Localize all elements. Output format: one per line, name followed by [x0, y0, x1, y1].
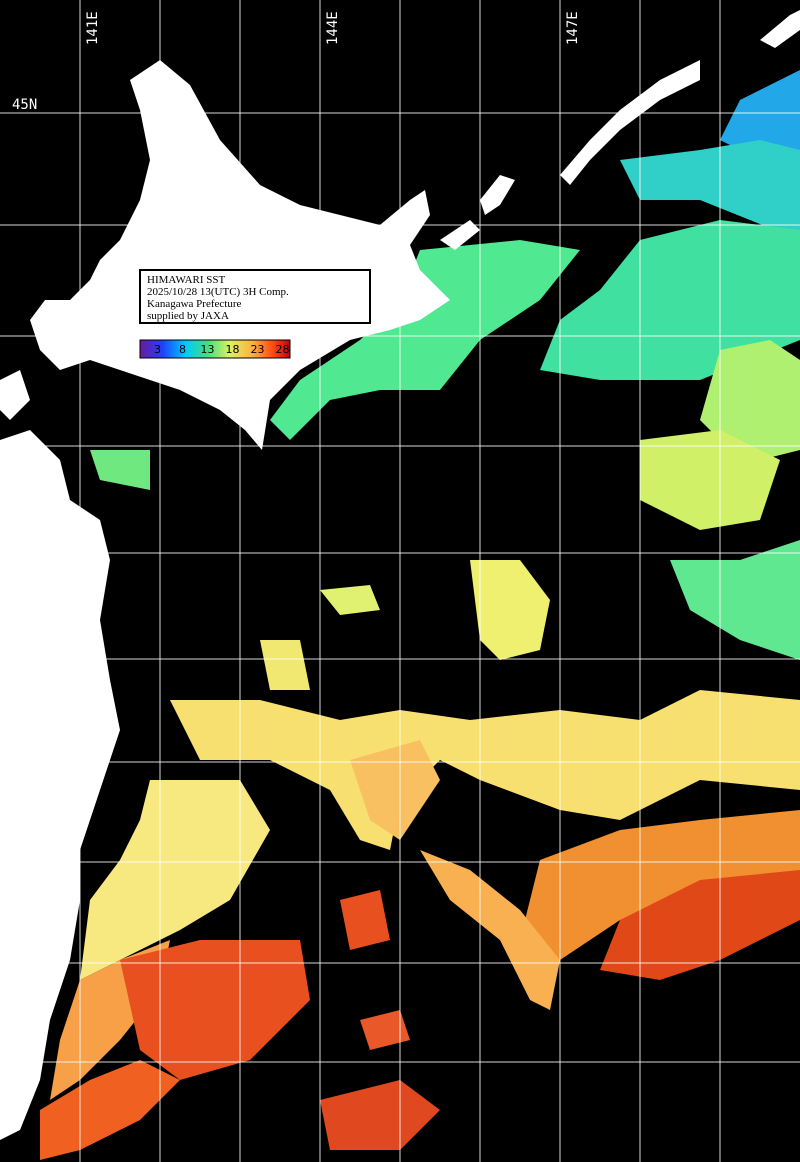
info-box: HIMAWARI SST 2025/10/28 13(UTC) 3H Comp.… — [139, 269, 371, 324]
colorbar-label: 28 — [276, 343, 290, 356]
info-line: Kanagawa Prefecture — [147, 298, 241, 310]
info-line: HIMAWARI SST — [147, 274, 226, 286]
colorbar-label: 3 — [154, 343, 161, 356]
lon-label: 144E — [325, 11, 341, 45]
sst-field — [40, 70, 800, 1160]
colorbar-label: 18 — [226, 343, 240, 356]
info-frame — [139, 269, 371, 324]
colorbar-label: 23 — [251, 343, 265, 356]
colorbar: 3 8 13 18 23 28 — [139, 339, 291, 359]
lat-label: 45N — [12, 97, 37, 113]
info-line: supplied by JAXA — [147, 310, 229, 322]
colorbar-ramp — [139, 339, 291, 359]
info-line: 2025/10/28 13(UTC) 3H Comp. — [147, 286, 289, 298]
colorbar-label: 8 — [179, 343, 186, 356]
colorbar-label: 13 — [201, 343, 215, 356]
lon-label: 147E — [565, 11, 581, 45]
lon-label: 141E — [85, 11, 101, 45]
